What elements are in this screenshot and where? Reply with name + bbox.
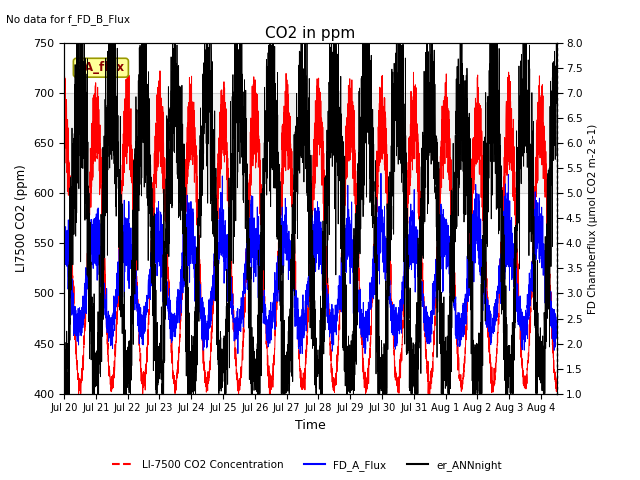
Text: No data for f_FD_B_Flux: No data for f_FD_B_Flux [6, 14, 131, 25]
Text: BA_flux: BA_flux [76, 61, 125, 74]
Y-axis label: LI7500 CO2 (ppm): LI7500 CO2 (ppm) [15, 165, 28, 272]
Y-axis label: FD Chamberflux (μmol CO2 m-2 s-1): FD Chamberflux (μmol CO2 m-2 s-1) [588, 123, 598, 313]
X-axis label: Time: Time [295, 419, 326, 432]
Bar [64, 93, 557, 193]
Title: CO2 in ppm: CO2 in ppm [265, 25, 356, 41]
Legend: LI-7500 CO2 Concentration, FD_A_Flux, er_ANNnight: LI-7500 CO2 Concentration, FD_A_Flux, er… [108, 456, 506, 475]
